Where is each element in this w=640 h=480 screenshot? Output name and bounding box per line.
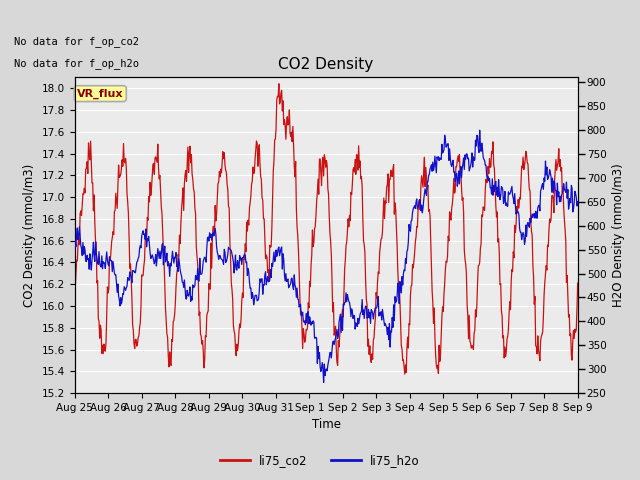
- X-axis label: Time: Time: [312, 419, 340, 432]
- Legend: li75_co2, li75_h2o: li75_co2, li75_h2o: [216, 449, 424, 472]
- Y-axis label: H2O Density (mmol/m3): H2O Density (mmol/m3): [612, 163, 625, 307]
- Y-axis label: CO2 Density (mmol/m3): CO2 Density (mmol/m3): [23, 164, 36, 307]
- Text: VR_flux: VR_flux: [77, 88, 124, 99]
- Text: No data for f_op_h2o: No data for f_op_h2o: [14, 59, 139, 70]
- Title: CO2 Density: CO2 Density: [278, 57, 374, 72]
- Text: No data for f_op_co2: No data for f_op_co2: [14, 36, 139, 48]
